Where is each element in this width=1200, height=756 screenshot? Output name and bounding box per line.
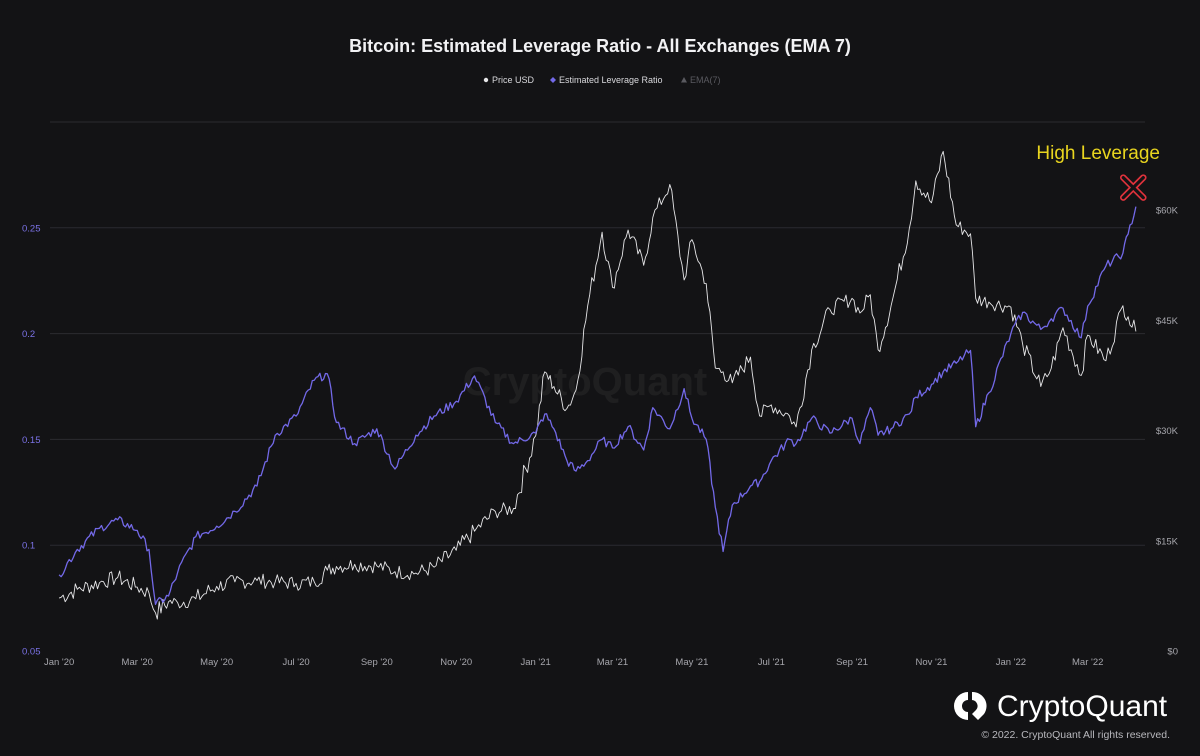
grid bbox=[50, 121, 1145, 546]
series-line-leverage bbox=[58, 206, 1137, 606]
legend-label: Estimated Leverage Ratio bbox=[559, 75, 663, 85]
x-tick-label: Nov '21 bbox=[916, 657, 948, 668]
legend-triangle-icon bbox=[681, 77, 687, 83]
x-tick-label: Mar '21 bbox=[597, 657, 628, 668]
brand-logo: CryptoQuant bbox=[954, 690, 1168, 723]
y-axis-left: 0.05 0.1 0.15 0.2 0.25 bbox=[22, 223, 41, 657]
y-left-tick-label: 0.1 bbox=[22, 541, 35, 552]
x-tick-label: Sep '20 bbox=[361, 657, 393, 668]
x-tick-label: Jan '20 bbox=[44, 657, 74, 668]
x-tick-label: Sep '21 bbox=[836, 657, 868, 668]
x-axis: Jan '20 Mar '20 May '20 Jul '20 Sep '20 Nov '… bbox=[44, 657, 1103, 668]
legend-circle-icon bbox=[483, 77, 489, 83]
y-right-tick-label: $60K bbox=[1156, 206, 1179, 217]
y-left-tick-label: 0.2 bbox=[22, 329, 35, 340]
x-tick-label: Jan '21 bbox=[520, 657, 550, 668]
legend-diamond-icon bbox=[550, 77, 556, 83]
y-left-tick-label: 0.25 bbox=[22, 223, 41, 234]
y-right-tick-label: $15K bbox=[1156, 536, 1179, 547]
y-axis-right: $0 $15K $30K $45K $60K bbox=[1156, 206, 1179, 658]
watermark-text: CryptoQuant bbox=[463, 360, 707, 404]
legend-label: EMA(7) bbox=[690, 75, 721, 85]
y-left-tick-label: 0.05 bbox=[22, 647, 41, 658]
x-tick-label: Mar '20 bbox=[122, 657, 153, 668]
x-tick-label: Nov '20 bbox=[440, 657, 472, 668]
y-right-tick-label: $0 bbox=[1167, 647, 1178, 658]
legend-label: Price USD bbox=[492, 75, 535, 85]
annotation: High Leverage bbox=[1036, 143, 1160, 201]
cryptoquant-logo-icon bbox=[954, 691, 987, 720]
x-tick-label: May '20 bbox=[200, 657, 233, 668]
y-right-tick-label: $30K bbox=[1156, 426, 1179, 437]
brand-name: CryptoQuant bbox=[997, 690, 1168, 723]
legend-item-2[interactable]: EMA(7) bbox=[681, 75, 721, 85]
x-tick-label: Jul '21 bbox=[758, 657, 785, 668]
annotation-label: High Leverage bbox=[1036, 143, 1160, 164]
y-right-tick-label: $45K bbox=[1156, 316, 1179, 327]
legend-item-1[interactable]: Estimated Leverage Ratio bbox=[550, 75, 663, 85]
high-leverage-x-icon bbox=[1120, 174, 1147, 201]
chart-title: Bitcoin: Estimated Leverage Ratio - All … bbox=[349, 36, 851, 56]
x-tick-label: May '21 bbox=[675, 657, 708, 668]
x-tick-label: Mar '22 bbox=[1072, 657, 1103, 668]
y-left-tick-label: 0.15 bbox=[22, 435, 41, 446]
series-lines bbox=[58, 150, 1137, 620]
copyright-text: © 2022. CryptoQuant All rights reserved. bbox=[981, 729, 1170, 741]
legend-item-0[interactable]: Price USD bbox=[483, 75, 535, 85]
x-tick-label: Jan '22 bbox=[996, 657, 1026, 668]
series-line-price bbox=[58, 150, 1137, 620]
legend: Price USD Estimated Leverage Ratio EMA(7) bbox=[483, 75, 721, 85]
x-tick-label: Jul '20 bbox=[282, 657, 309, 668]
